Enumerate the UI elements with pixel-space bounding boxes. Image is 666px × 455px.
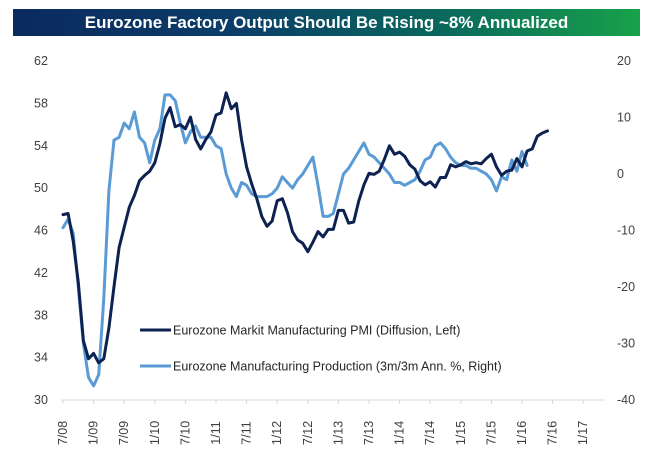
x-tick-label: 1/15 — [454, 421, 468, 445]
y-right-tick-label: -10 — [617, 224, 635, 238]
x-axis: 7/08 1/09 7/09 1/10 7/10 1/11 7/11 1/12 7/12 1/13… — [56, 399, 605, 445]
y-left-tick-label: 46 — [34, 224, 48, 238]
x-tick-label: 7/10 — [178, 421, 192, 445]
x-tick-label: 1/13 — [331, 421, 345, 445]
x-tick-label: 1/16 — [515, 421, 529, 445]
y-left-tick-label: 58 — [34, 96, 48, 110]
y-right-tick-label: -40 — [617, 393, 635, 407]
y-left-tick-label: 34 — [34, 351, 48, 365]
y-right-tick-label: 10 — [617, 111, 631, 125]
legend-label-production: Eurozone Manufacturing Production (3m/3m… — [173, 360, 502, 374]
y-left-tick-label: 38 — [34, 308, 48, 322]
series-line-pmi — [61, 91, 549, 365]
legend: Eurozone Markit Manufacturing PMI (Diffu… — [140, 324, 502, 374]
y-left-tick-label: 50 — [34, 181, 48, 195]
x-tick-label: 1/12 — [270, 421, 284, 445]
x-tick-label: 1/09 — [87, 421, 101, 445]
y-axis-left: 62 58 54 50 46 42 38 34 30 — [34, 54, 48, 407]
x-tick-label: 1/11 — [209, 421, 223, 444]
y-left-tick-label: 54 — [34, 139, 48, 153]
y-right-tick-label: 20 — [617, 54, 631, 68]
x-tick-label: 1/14 — [393, 421, 407, 445]
x-tick-label: 7/11 — [240, 421, 254, 444]
y-axis-right: 20 10 0 -10 -20 -30 -40 — [617, 54, 635, 407]
legend-label-pmi: Eurozone Markit Manufacturing PMI (Diffu… — [173, 324, 460, 338]
x-tick-label: 7/12 — [301, 421, 315, 445]
series-lines — [61, 91, 549, 388]
x-tick-label: 7/16 — [546, 421, 560, 445]
x-tick-label: 7/14 — [423, 421, 437, 445]
x-tick-label: 7/08 — [56, 421, 70, 445]
series-line-production — [61, 93, 529, 388]
y-right-tick-label: 0 — [617, 167, 624, 181]
y-right-tick-label: -30 — [617, 337, 635, 351]
x-tick-label: 7/13 — [362, 421, 376, 445]
y-left-tick-label: 30 — [34, 393, 48, 407]
chart-title: Eurozone Factory Output Should Be Rising… — [13, 9, 640, 36]
y-right-tick-label: -20 — [617, 280, 635, 294]
x-tick-label: 1/10 — [148, 421, 162, 445]
x-tick-label: 1/17 — [576, 421, 590, 445]
y-left-tick-label: 62 — [34, 54, 48, 68]
x-tick-label: 7/15 — [484, 421, 498, 445]
x-tick-label: 7/09 — [117, 421, 131, 445]
y-left-tick-label: 42 — [34, 266, 48, 280]
